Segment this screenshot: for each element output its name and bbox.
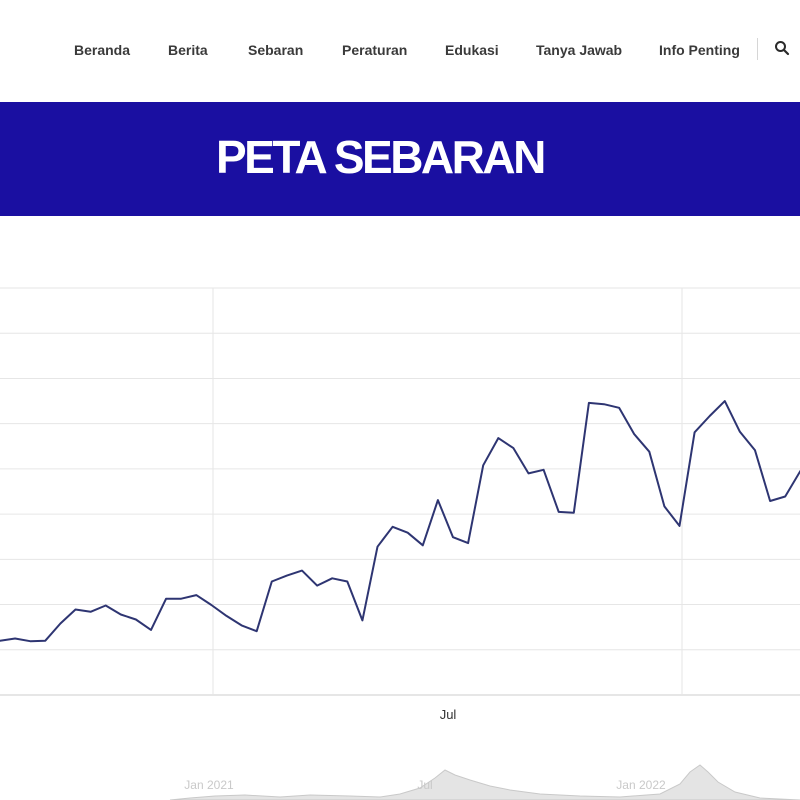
data-point bbox=[662, 504, 666, 508]
data-point bbox=[28, 639, 32, 643]
data-point bbox=[58, 622, 62, 626]
data-point bbox=[164, 597, 168, 601]
data-point bbox=[300, 569, 304, 573]
data-point bbox=[376, 545, 380, 549]
navigator-label-jan-2021: Jan 2021 bbox=[184, 778, 234, 792]
data-point bbox=[647, 450, 651, 454]
navigator-label-jul: Jul bbox=[417, 778, 432, 792]
series-line bbox=[0, 400, 800, 643]
data-point bbox=[466, 541, 470, 545]
data-point bbox=[240, 623, 244, 627]
page-title: PETA SEBARAN bbox=[216, 131, 546, 183]
data-point bbox=[481, 463, 485, 467]
data-point bbox=[74, 608, 78, 612]
data-point bbox=[587, 401, 591, 405]
data-point bbox=[542, 468, 546, 472]
data-point bbox=[617, 406, 621, 410]
data-point bbox=[149, 628, 153, 632]
x-tick-label: Jul bbox=[440, 707, 457, 722]
nav-item-edukasi[interactable]: Edukasi bbox=[445, 42, 499, 58]
data-point bbox=[406, 531, 410, 535]
data-point bbox=[572, 511, 576, 515]
data-point bbox=[632, 432, 636, 436]
nav-item-sebaran[interactable]: Sebaran bbox=[248, 42, 304, 58]
nav-item-tanya-jawab[interactable]: Tanya Jawab bbox=[536, 42, 623, 58]
data-point bbox=[0, 639, 2, 643]
data-point bbox=[768, 499, 772, 503]
data-point bbox=[451, 535, 455, 539]
nav-item-info-penting[interactable]: Info Penting bbox=[659, 42, 740, 58]
data-point bbox=[602, 402, 606, 406]
data-point bbox=[496, 436, 500, 440]
chart-navigator[interactable]: Jan 2021 Jul Jan 2022 bbox=[169, 764, 800, 800]
top-navigation: Beranda Berita Sebaran Peraturan Edukasi… bbox=[0, 0, 800, 100]
data-point bbox=[270, 580, 274, 584]
nav-item-berita[interactable]: Berita bbox=[168, 42, 208, 58]
data-point bbox=[225, 614, 229, 618]
data-point bbox=[723, 399, 727, 403]
data-point bbox=[330, 576, 334, 580]
data-point bbox=[527, 471, 531, 475]
nav-item-beranda[interactable]: Beranda bbox=[74, 42, 131, 58]
data-point bbox=[255, 629, 259, 633]
data-point bbox=[134, 618, 138, 622]
data-point bbox=[738, 430, 742, 434]
data-point bbox=[421, 543, 425, 547]
data-point bbox=[783, 495, 787, 499]
data-point bbox=[557, 510, 561, 514]
data-point bbox=[315, 584, 319, 588]
data-point bbox=[285, 574, 289, 578]
data-point bbox=[194, 593, 198, 597]
data-point bbox=[119, 613, 123, 617]
data-point bbox=[708, 414, 712, 418]
data-point bbox=[678, 524, 682, 528]
nav-item-peraturan[interactable]: Peraturan bbox=[342, 42, 408, 58]
data-point bbox=[436, 498, 440, 502]
data-point bbox=[209, 603, 213, 607]
navigator-label-jan-2022: Jan 2022 bbox=[616, 778, 666, 792]
page-banner bbox=[0, 102, 800, 216]
chart-grid bbox=[0, 287, 800, 696]
data-point bbox=[693, 430, 697, 434]
data-point bbox=[511, 446, 515, 450]
data-point bbox=[360, 618, 364, 622]
data-point bbox=[43, 639, 47, 643]
data-point bbox=[13, 637, 17, 641]
data-point bbox=[104, 604, 108, 608]
search-icon[interactable] bbox=[774, 40, 790, 56]
data-point bbox=[753, 448, 757, 452]
data-point bbox=[89, 610, 93, 614]
nav-divider bbox=[757, 38, 758, 60]
data-point bbox=[179, 597, 183, 601]
data-point bbox=[391, 525, 395, 529]
data-point bbox=[345, 580, 349, 584]
navigator-series-area bbox=[169, 764, 800, 800]
